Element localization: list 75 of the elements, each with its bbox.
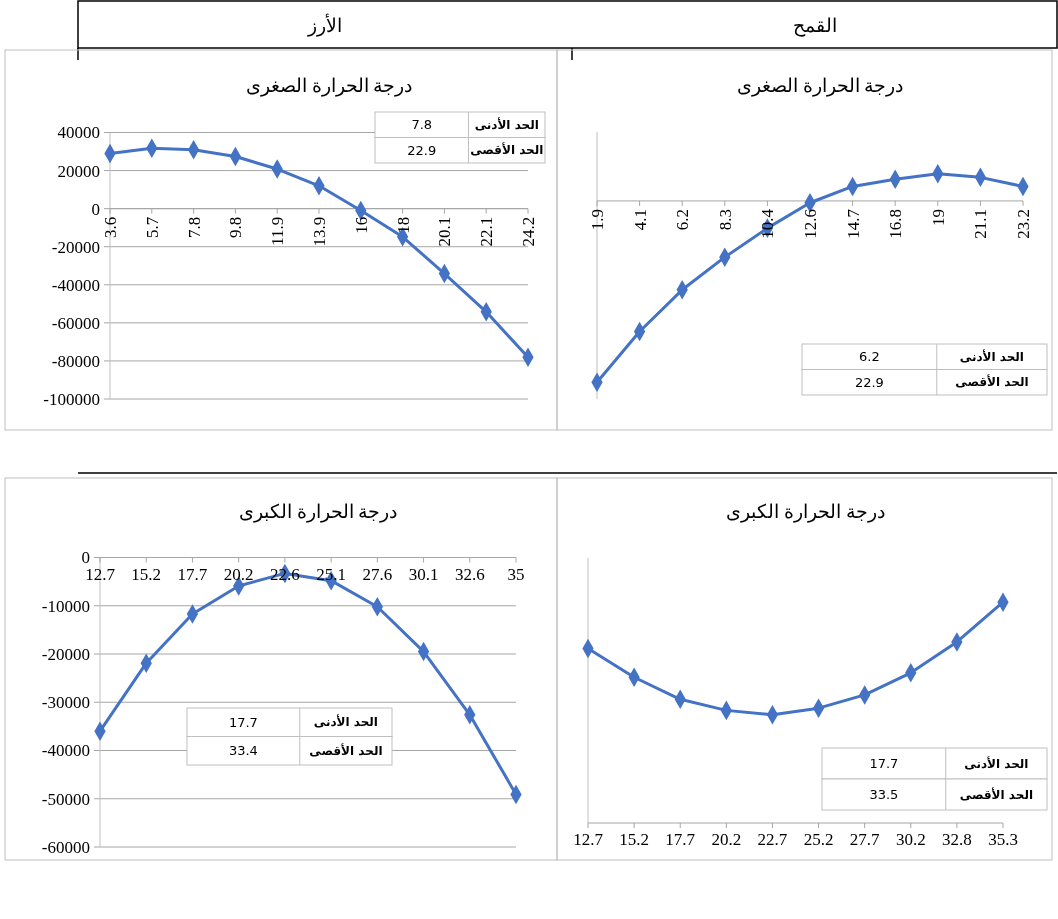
chart-title: درجة الحرارة الصغرى <box>245 75 413 97</box>
x-tick-label: 16 <box>351 216 371 234</box>
x-tick-label: 15.2 <box>619 830 649 849</box>
y-tick-label: -40000 <box>41 741 90 761</box>
x-tick-label: 18 <box>393 216 413 234</box>
x-tick-label: 10.4 <box>758 208 778 239</box>
chart-title: درجة الحرارة الصغرى <box>736 75 904 97</box>
x-tick-label: 30.2 <box>895 830 926 849</box>
x-tick-label: 4.1 <box>630 208 650 231</box>
annotation: الحد الأقصى <box>309 742 383 758</box>
x-tick-label: 30.1 <box>408 564 439 584</box>
x-tick-label: 24.2 <box>518 216 538 247</box>
y-tick-label: -100000 <box>43 389 100 409</box>
annotation: 22.9 <box>854 374 884 390</box>
chart-subtitle: الأرز <box>307 13 342 37</box>
annotation: 33.5 <box>869 787 899 803</box>
annotation: الحد الأدنى <box>964 755 1029 771</box>
x-tick-label: 35.3 <box>988 830 1018 849</box>
x-tick-label: 9.8 <box>226 216 246 238</box>
y-tick-label: 20000 <box>57 161 100 181</box>
x-tick-label: 32.8 <box>942 830 972 849</box>
annotation: الحد الأدنى <box>313 714 378 730</box>
annotation: الحد الأقصى <box>470 142 544 158</box>
chart-title: درجة الحرارة الكبرى <box>238 501 398 523</box>
x-tick-label: 15.2 <box>131 564 162 584</box>
x-tick-label: 17.7 <box>177 564 208 584</box>
annotation: الحد الأقصى <box>955 374 1029 390</box>
y-tick-label: -20000 <box>51 237 100 257</box>
y-tick-label: -50000 <box>41 789 90 809</box>
x-tick-label: 19 <box>928 208 948 226</box>
x-tick-label: 27.7 <box>849 830 881 849</box>
y-tick-label: -30000 <box>41 693 90 713</box>
x-tick-label: 13.9 <box>309 216 329 247</box>
y-tick-label: -60000 <box>51 313 100 333</box>
y-tick-label: -40000 <box>51 275 100 295</box>
x-tick-label: 6.2 <box>673 208 693 231</box>
x-tick-label: 1.9 <box>587 208 607 231</box>
x-tick-label: 22.6 <box>270 564 300 584</box>
x-tick-label: 22.1 <box>477 216 497 247</box>
x-tick-label: 21.1 <box>971 208 991 239</box>
x-tick-label: 5.7 <box>142 216 162 238</box>
x-tick-label: 22.7 <box>757 830 788 849</box>
x-tick-label: 11.9 <box>268 216 288 246</box>
chart-title: درجة الحرارة الكبرى <box>726 501 885 523</box>
annotation: 17.7 <box>869 756 899 772</box>
x-tick-label: 20.2 <box>711 830 742 849</box>
y-tick-label: -80000 <box>51 351 100 371</box>
x-tick-label: 25.1 <box>316 564 346 584</box>
annotation: الحد الأقصى <box>959 786 1033 802</box>
x-tick-label: 7.8 <box>184 216 204 238</box>
x-tick-label: 16.8 <box>886 208 906 239</box>
annotation: الحد الأدنى <box>959 348 1024 364</box>
annotation: 17.7 <box>228 714 258 730</box>
x-tick-label: 8.3 <box>715 208 735 231</box>
x-tick-label: 17.7 <box>665 830 696 849</box>
x-tick-label: 20.1 <box>435 216 455 247</box>
y-tick-label: -20000 <box>41 644 90 664</box>
x-tick-label: 25.2 <box>803 830 834 849</box>
y-tick-label: -60000 <box>41 837 90 857</box>
x-tick-label: 32.6 <box>454 564 485 584</box>
x-tick-label: 3.6 <box>100 216 120 238</box>
x-tick-label: 12.6 <box>800 208 820 239</box>
y-tick-label: -10000 <box>41 596 90 616</box>
x-tick-label: 14.7 <box>843 208 863 239</box>
x-tick-label: 27.6 <box>362 564 393 584</box>
y-tick-label: 0 <box>91 199 100 219</box>
x-tick-label: 12.7 <box>573 830 604 849</box>
annotation: 33.4 <box>228 743 258 759</box>
y-tick-label: 40000 <box>57 123 100 143</box>
x-tick-label: 35 <box>507 564 525 584</box>
annotation: 6.2 <box>859 349 880 365</box>
x-tick-label: 20.2 <box>223 564 254 584</box>
x-tick-label: 23.2 <box>1013 208 1033 239</box>
chart-subtitle: القمح <box>793 15 837 37</box>
annotation: 22.9 <box>407 142 437 158</box>
